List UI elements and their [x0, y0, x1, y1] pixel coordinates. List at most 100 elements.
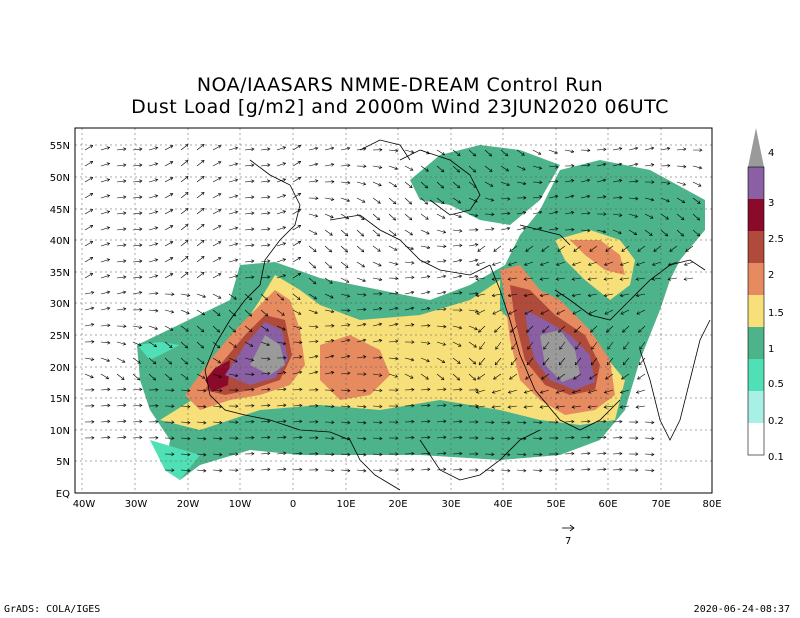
wind-arrow-head	[91, 404, 95, 408]
lat-label: 40N	[50, 236, 70, 247]
wind-arrow	[164, 357, 172, 365]
wind-arrow	[292, 437, 302, 439]
wind-arrow-head	[619, 195, 623, 200]
wind-arrow	[212, 161, 222, 167]
wind-arrow-head	[234, 274, 239, 278]
wind-arrow-head	[299, 435, 303, 440]
wind-arrow	[356, 213, 365, 220]
wind-arrow-head	[523, 468, 527, 473]
wind-arrow-head	[139, 259, 143, 264]
wind-arrow	[164, 325, 174, 331]
wind-arrow-head	[315, 196, 319, 201]
wind-arrow-head	[347, 468, 351, 473]
wind-arrow-head	[570, 149, 575, 154]
wind-arrow	[436, 452, 446, 455]
wind-arrow-head	[297, 209, 302, 213]
wind-arrow	[276, 388, 286, 391]
wind-arrow	[684, 277, 694, 280]
wind-arrow-head	[591, 346, 595, 350]
lon-label: 20W	[177, 499, 200, 510]
wind-arrow	[532, 437, 543, 439]
wind-arrow	[620, 309, 630, 315]
wind-arrow-head	[495, 346, 499, 350]
wind-arrow	[180, 437, 190, 440]
wind-arrow	[436, 420, 446, 423]
wind-arrow-head	[650, 146, 655, 151]
wind-arrow	[244, 325, 253, 332]
wind-arrow	[492, 405, 502, 408]
wind-arrow	[356, 148, 366, 151]
wind-arrow-head	[440, 200, 445, 205]
lon-label: 20E	[388, 499, 407, 510]
wind-arrow-head	[283, 356, 287, 360]
wind-arrow-head	[168, 361, 173, 365]
wind-arrow	[500, 197, 510, 200]
wind-arrow	[372, 261, 382, 267]
wind-arrow	[637, 373, 646, 380]
wind-arrow	[148, 227, 158, 231]
wind-arrow-head	[541, 248, 545, 252]
wind-arrow-head	[232, 329, 237, 333]
wind-arrow-head	[315, 468, 319, 472]
wind-arrow-head	[315, 339, 319, 344]
wind-arrow-head	[575, 346, 579, 350]
wind-arrow	[669, 245, 678, 252]
wind-arrow	[148, 243, 158, 247]
wind-arrow-head	[491, 420, 495, 425]
wind-arrow	[132, 291, 142, 295]
wind-arrow-head	[523, 420, 527, 425]
wind-arrow	[548, 228, 558, 231]
wind-arrow-head	[169, 177, 174, 181]
map-title-line1: NOA/IAASARS NMME-DREAM Control Run	[196, 74, 604, 96]
wind-arrow-head	[491, 212, 495, 217]
wind-arrow-head	[233, 344, 237, 348]
wind-arrow	[260, 436, 270, 439]
wind-arrow	[676, 165, 686, 168]
wind-arrow-head	[635, 420, 639, 424]
wind-arrow-head	[489, 183, 494, 187]
wind-arrow-head	[696, 232, 701, 237]
wind-arrow	[132, 341, 142, 346]
wind-arrow	[468, 309, 478, 312]
wind-arrow-head	[330, 354, 335, 359]
wind-arrow	[180, 160, 189, 167]
wind-arrow	[372, 245, 381, 252]
wind-arrow-head	[379, 388, 383, 393]
wind-arrow-head	[379, 147, 383, 152]
wind-arrow-head	[90, 357, 95, 361]
wind-arrow	[100, 324, 110, 327]
wind-arrow-head	[634, 214, 639, 218]
wind-arrow-head	[106, 290, 111, 295]
wind-arrow-head	[607, 346, 611, 350]
wind-arrow-head	[635, 390, 640, 394]
wind-arrow	[148, 309, 158, 312]
wind-arrow-head	[346, 354, 351, 359]
wind-arrow	[452, 437, 462, 439]
wind-arrow-head	[587, 293, 592, 298]
wind-arrow	[276, 372, 286, 375]
wind-arrow-head	[426, 275, 431, 279]
wind-arrow-head	[493, 248, 497, 252]
wind-arrow	[196, 357, 205, 364]
wind-arrow	[420, 213, 429, 220]
wind-arrow-head	[314, 162, 319, 167]
wind-arrow	[260, 244, 270, 247]
colorbar-segment	[748, 167, 764, 199]
wind-arrow	[196, 373, 205, 379]
wind-arrow-head	[184, 361, 189, 365]
wind-arrow-head	[394, 306, 399, 311]
wind-arrow-head	[589, 376, 593, 380]
wind-arrow-head	[442, 342, 447, 346]
wind-arrow-head	[474, 326, 478, 331]
wind-arrow-head	[443, 419, 447, 424]
wind-arrow	[276, 194, 286, 199]
wind-arrow-head	[666, 198, 670, 203]
wind-arrow-head	[282, 178, 287, 182]
wind-arrow	[228, 147, 238, 151]
wind-arrow-head	[361, 199, 366, 203]
wind-arrow	[340, 389, 350, 392]
wind-arrow	[116, 404, 126, 407]
wind-arrow	[557, 373, 566, 380]
wind-arrow	[500, 149, 508, 157]
wind-arrow-head	[89, 241, 94, 245]
